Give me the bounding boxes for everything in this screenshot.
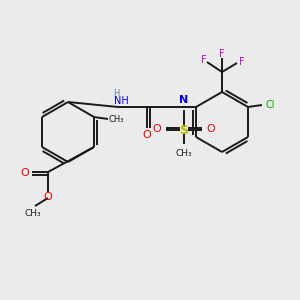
Text: CH₃: CH₃ — [108, 115, 124, 124]
Text: O: O — [142, 130, 152, 140]
Text: O: O — [153, 124, 161, 134]
Text: Cl: Cl — [265, 100, 275, 110]
Text: CH₃: CH₃ — [25, 209, 41, 218]
Text: O: O — [207, 124, 215, 134]
Text: F: F — [219, 49, 225, 59]
Text: S: S — [179, 124, 188, 136]
Text: F: F — [239, 57, 245, 67]
Text: N: N — [179, 95, 189, 105]
Text: H: H — [113, 89, 119, 98]
Text: O: O — [21, 168, 29, 178]
Text: F: F — [201, 55, 207, 65]
Text: O: O — [44, 192, 52, 202]
Text: CH₃: CH₃ — [176, 148, 192, 158]
Text: NH: NH — [114, 96, 128, 106]
